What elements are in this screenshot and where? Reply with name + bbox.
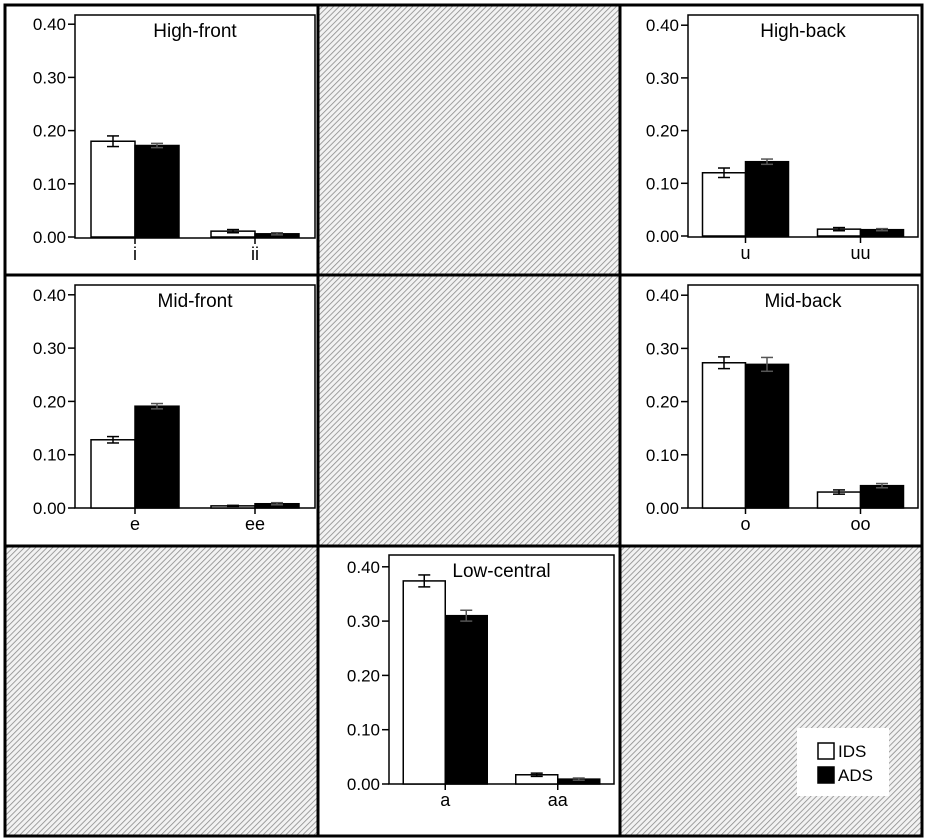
bar-ids — [90, 439, 136, 509]
bar-ads — [134, 405, 180, 509]
bar-ids — [90, 140, 136, 238]
bar-ads — [859, 484, 905, 509]
y-tick-label: 0.40 — [347, 558, 380, 577]
legend-swatch-ads — [817, 766, 835, 784]
y-tick-label: 0.40 — [33, 15, 66, 34]
y-tick-label: 0.00 — [646, 499, 679, 518]
x-tick-label: i — [133, 244, 137, 264]
x-tick-label: u — [740, 243, 750, 263]
bar-ids — [701, 362, 747, 509]
y-tick-label: 0.10 — [33, 446, 66, 465]
y-tick-label: 0.20 — [646, 122, 679, 141]
y-tick-label: 0.00 — [646, 227, 679, 246]
x-tick-label: uu — [850, 243, 870, 263]
bar-ads — [744, 363, 790, 509]
x-tick-label: a — [440, 790, 451, 810]
empty-hatched-cell — [316, 3, 622, 277]
legend: IDS ADS — [797, 728, 889, 796]
x-tick-label: aa — [548, 790, 569, 810]
y-tick-label: 0.10 — [646, 174, 679, 193]
empty-hatched-cell — [3, 544, 320, 838]
x-tick-label: o — [740, 514, 750, 534]
legend-swatch-ids — [817, 742, 835, 760]
x-tick-label: oo — [850, 514, 870, 534]
bar-ads — [744, 160, 790, 237]
x-tick-label: e — [130, 514, 140, 534]
y-tick-label: 0.10 — [646, 446, 679, 465]
y-tick-label: 0.20 — [347, 666, 380, 685]
y-tick-label: 0.40 — [646, 286, 679, 305]
bar-ads — [134, 144, 180, 238]
y-tick-label: 0.10 — [33, 175, 66, 194]
x-tick-label: ii — [251, 244, 259, 264]
y-tick-label: 0.30 — [646, 339, 679, 358]
legend-box — [797, 728, 889, 796]
y-tick-label: 0.10 — [347, 721, 380, 740]
panel-title: Low-central — [452, 561, 550, 582]
y-tick-label: 0.30 — [33, 339, 66, 358]
bar-ids — [701, 172, 747, 237]
bar-ads — [444, 614, 488, 785]
y-tick-label: 0.40 — [646, 16, 679, 35]
empty-hatched-cell — [316, 273, 622, 548]
y-tick-label: 0.30 — [347, 612, 380, 631]
y-tick-label: 0.20 — [33, 392, 66, 411]
y-tick-label: 0.00 — [33, 499, 66, 518]
y-tick-label: 0.40 — [33, 286, 66, 305]
y-tick-label: 0.30 — [646, 69, 679, 88]
y-tick-label: 0.20 — [33, 122, 66, 141]
panel-title: Mid-front — [158, 291, 234, 312]
y-tick-label: 0.00 — [347, 775, 380, 794]
y-tick-label: 0.30 — [33, 68, 66, 87]
legend-label-ads: ADS — [838, 766, 873, 785]
panel-title: Mid-back — [764, 291, 842, 312]
y-tick-label: 0.20 — [646, 393, 679, 412]
panel-title: High-front — [153, 21, 237, 42]
bar-ids — [402, 580, 446, 785]
legend-label-ids: IDS — [838, 742, 866, 761]
panel-title: High-back — [760, 21, 846, 42]
x-tick-label: ee — [245, 514, 265, 534]
y-tick-label: 0.00 — [33, 228, 66, 247]
